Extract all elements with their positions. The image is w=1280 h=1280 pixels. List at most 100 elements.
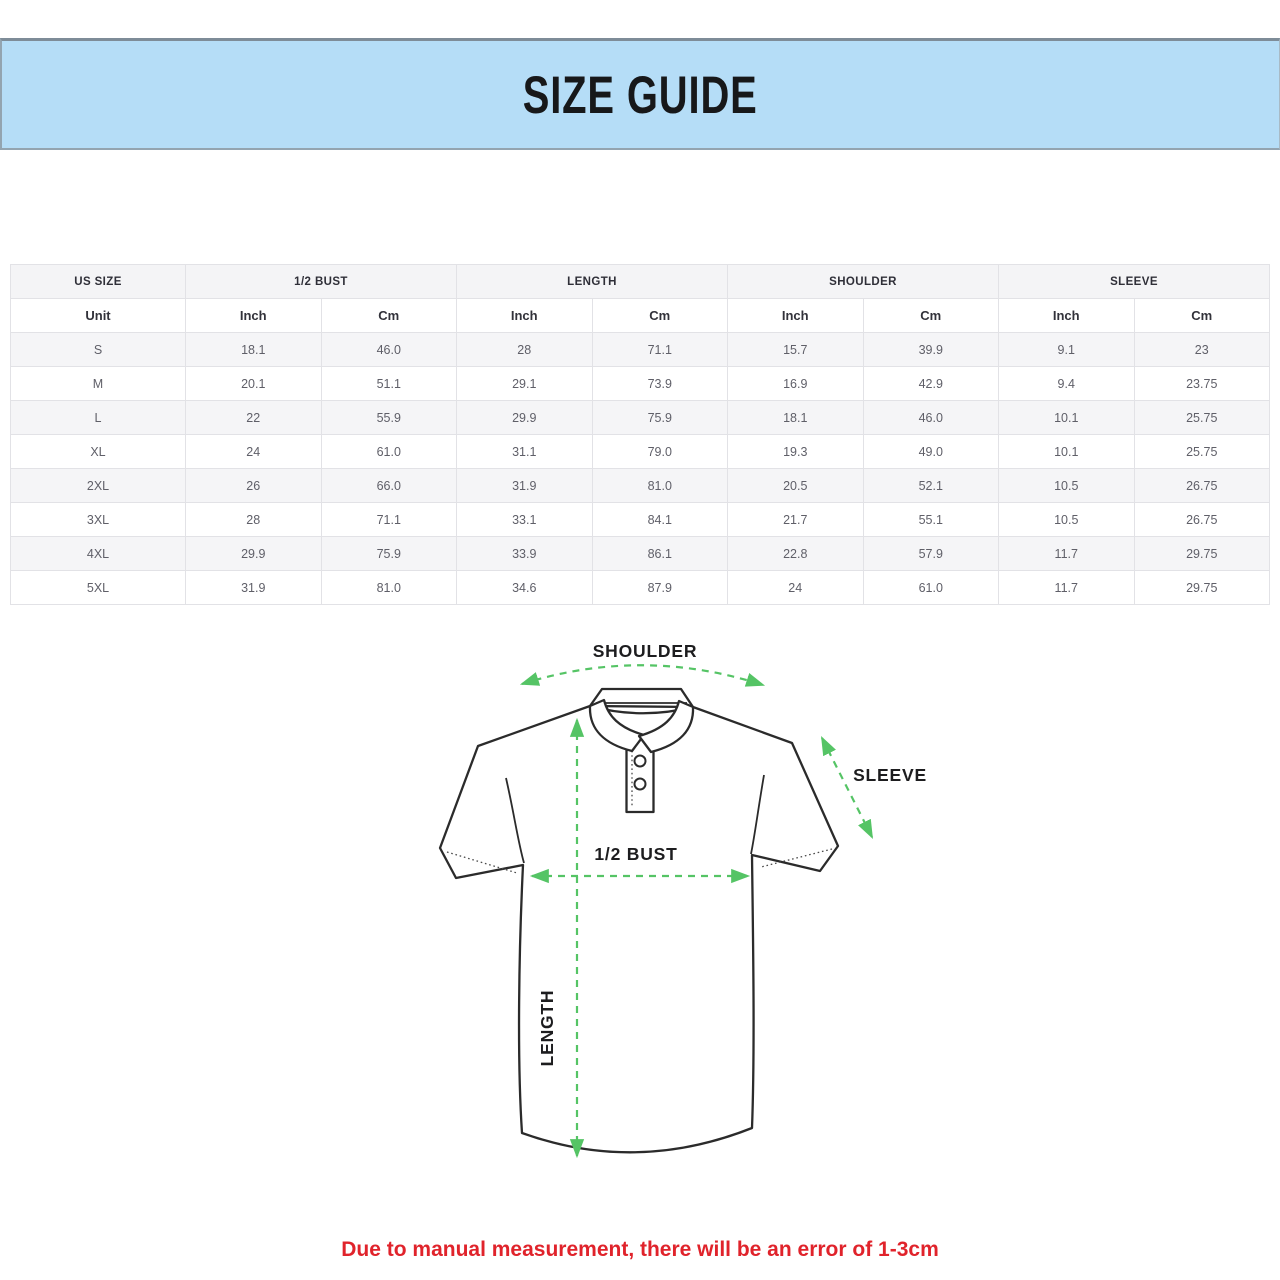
size-table-container: US SIZE 1/2 BUST LENGTH SHOULDER SLEEVE … [10,264,1270,605]
shoulder-arrow [519,664,766,687]
length-cm-header: Cm [591,298,728,333]
sleeve-arrow [821,736,873,839]
value-cell: 28 [185,502,322,537]
table-row: 3XL 28 71.1 33.1 84.1 21.7 55.1 10.5 26.75 [10,502,1270,537]
sleeve-inch-header: Inch [998,298,1135,333]
left-sleeve-seam [505,777,525,864]
value-cell: 18.1 [727,400,864,435]
value-cell: 57.9 [862,536,999,571]
value-cell: 20.5 [727,468,864,503]
polo-shirt-outline [438,687,840,1154]
value-cell: 34.6 [456,570,593,605]
size-cell: 3XL [10,502,186,537]
unit-header: Unit [10,298,186,333]
size-cell: XL [10,434,186,469]
value-cell: 16.9 [727,366,864,401]
value-cell: 31.9 [456,468,593,503]
size-table: US SIZE 1/2 BUST LENGTH SHOULDER SLEEVE … [10,264,1270,605]
value-cell: 22 [185,400,322,435]
value-cell: 21.7 [727,502,864,537]
value-cell: 81.0 [320,570,457,605]
sleeve-label: SLEEVE [853,765,927,785]
value-cell: 26.75 [1133,502,1270,537]
table-row: 2XL 26 66.0 31.9 81.0 20.5 52.1 10.5 26.75 [10,468,1270,503]
table-row: 4XL 29.9 75.9 33.9 86.1 22.8 57.9 11.7 29.75 [10,536,1270,571]
value-cell: 55.9 [320,400,457,435]
shoulder-cm-header: Cm [862,298,999,333]
value-cell: 29.75 [1133,536,1270,571]
button-icon [633,777,647,791]
value-cell: 29.9 [456,400,593,435]
table-group-header-row: US SIZE 1/2 BUST LENGTH SHOULDER SLEEVE [10,264,1270,299]
value-cell: 11.7 [998,536,1135,571]
button-icon [633,754,647,768]
value-cell: 52.1 [862,468,999,503]
value-cell: 55.1 [862,502,999,537]
value-cell: 25.75 [1133,400,1270,435]
value-cell: 18.1 [185,332,322,367]
page-title: SIZE GUIDE [523,64,758,125]
measurement-note: Due to manual measurement, there will be… [341,1238,939,1261]
size-cell: 5XL [10,570,186,605]
value-cell: 26.75 [1133,468,1270,503]
value-cell: 75.9 [320,536,457,571]
value-cell: 23 [1133,332,1270,367]
value-cell: 86.1 [591,536,728,571]
value-cell: 71.1 [591,332,728,367]
value-cell: 84.1 [591,502,728,537]
table-row: XL 24 61.0 31.1 79.0 19.3 49.0 10.1 25.75 [10,434,1270,469]
value-cell: 9.1 [998,332,1135,367]
length-inch-header: Inch [456,298,593,333]
left-cuff-stitch [446,851,518,874]
size-cell: L [10,400,186,435]
size-cell: 2XL [10,468,186,503]
value-cell: 33.9 [456,536,593,571]
right-cuff-stitch [760,848,833,868]
value-cell: 87.9 [591,570,728,605]
value-cell: 9.4 [998,366,1135,401]
value-cell: 26 [185,468,322,503]
bust-inch-header: Inch [185,298,322,333]
table-row: L 22 55.9 29.9 75.9 18.1 46.0 10.1 25.75 [10,400,1270,435]
value-cell: 46.0 [320,332,457,367]
shoulder-inch-header: Inch [727,298,864,333]
collar-left-flap [588,698,646,753]
table-row: M 20.1 51.1 29.1 73.9 16.9 42.9 9.4 23.75 [10,366,1270,401]
value-cell: 71.1 [320,502,457,537]
bust-label: 1/2 BUST [594,844,677,864]
value-cell: 39.9 [862,332,999,367]
right-sleeve-seam [750,774,765,855]
value-cell: 29.1 [456,366,593,401]
sleeve-cm-header: Cm [1133,298,1270,333]
col-header-us-size: US SIZE [10,264,186,299]
value-cell: 49.0 [862,434,999,469]
value-cell: 10.1 [998,434,1135,469]
value-cell: 31.9 [185,570,322,605]
size-table-body: S 18.1 46.0 28 71.1 15.7 39.9 9.1 23 M 20.1 51.1 29.… [10,332,1270,605]
size-cell: M [10,366,186,401]
col-header-sleeve: SLEEVE [998,264,1270,299]
value-cell: 10.1 [998,400,1135,435]
table-row: S 18.1 46.0 28 71.1 15.7 39.9 9.1 23 [10,332,1270,367]
value-cell: 29.75 [1133,570,1270,605]
value-cell: 61.0 [862,570,999,605]
value-cell: 10.5 [998,468,1135,503]
bust-cm-header: Cm [320,298,457,333]
value-cell: 22.8 [727,536,864,571]
table-row: 5XL 31.9 81.0 34.6 87.9 24 61.0 11.7 29.75 [10,570,1270,605]
value-cell: 33.1 [456,502,593,537]
value-cell: 20.1 [185,366,322,401]
value-cell: 25.75 [1133,434,1270,469]
value-cell: 42.9 [862,366,999,401]
value-cell: 28 [456,332,593,367]
value-cell: 79.0 [591,434,728,469]
value-cell: 73.9 [591,366,728,401]
value-cell: 61.0 [320,434,457,469]
value-cell: 81.0 [591,468,728,503]
size-cell: S [10,332,186,367]
value-cell: 31.1 [456,434,593,469]
col-header-length: LENGTH [456,264,728,299]
length-label: LENGTH [537,990,557,1067]
table-unit-header-row: Unit Inch Cm Inch Cm Inch Cm Inch Cm [10,298,1270,333]
